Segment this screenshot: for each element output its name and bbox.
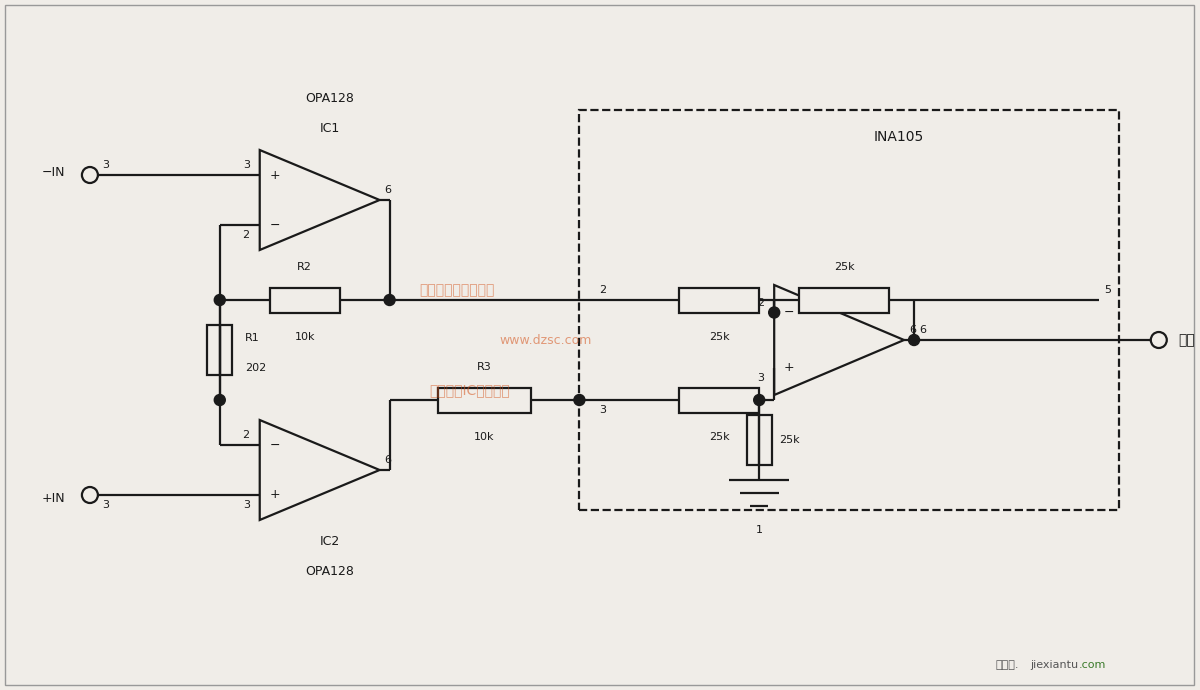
Text: 6: 6 — [919, 325, 926, 335]
Text: OPA128: OPA128 — [305, 92, 354, 105]
Text: 10k: 10k — [294, 332, 314, 342]
Text: 2: 2 — [599, 285, 606, 295]
Text: 3: 3 — [242, 160, 250, 170]
Bar — [679, 288, 760, 313]
Text: +: + — [784, 361, 794, 374]
Text: www.dzsc.com: www.dzsc.com — [499, 333, 592, 346]
Text: 3: 3 — [102, 160, 109, 170]
Text: 2: 2 — [242, 430, 250, 440]
Text: 202: 202 — [245, 363, 266, 373]
Text: OPA128: OPA128 — [305, 565, 354, 578]
Circle shape — [384, 295, 395, 306]
Text: .com: .com — [1079, 660, 1106, 670]
Bar — [746, 415, 772, 465]
Text: R2: R2 — [298, 262, 312, 272]
Text: +IN: +IN — [41, 491, 65, 504]
Text: R3: R3 — [478, 362, 492, 372]
Text: 25k: 25k — [834, 262, 854, 272]
Bar — [270, 288, 340, 313]
Circle shape — [908, 335, 919, 346]
Text: −: − — [784, 306, 794, 319]
Text: −: − — [270, 439, 280, 451]
Text: 3: 3 — [757, 373, 764, 382]
Bar — [580, 110, 1118, 510]
Circle shape — [769, 307, 780, 318]
Bar — [208, 325, 233, 375]
Text: 6: 6 — [910, 325, 916, 335]
Text: 杭州维库电子市场网: 杭州维库电子市场网 — [420, 283, 494, 297]
Text: jiexiantu: jiexiantu — [1031, 660, 1079, 670]
Text: 桔线图.: 桔线图. — [996, 660, 1019, 670]
Text: 2: 2 — [757, 297, 764, 308]
Circle shape — [754, 395, 764, 406]
Bar — [438, 388, 532, 413]
Text: IC1: IC1 — [319, 122, 340, 135]
Bar — [799, 288, 889, 313]
Text: 25k: 25k — [779, 435, 800, 445]
Text: 3: 3 — [599, 405, 606, 415]
Circle shape — [574, 395, 584, 406]
Text: 全球最大IC采购网站: 全球最大IC采购网站 — [430, 383, 510, 397]
Text: INA105: INA105 — [874, 130, 924, 144]
Text: 25k: 25k — [709, 332, 730, 342]
Circle shape — [215, 395, 226, 406]
Text: IC2: IC2 — [319, 535, 340, 548]
Text: 6: 6 — [384, 455, 391, 465]
Text: R1: R1 — [245, 333, 259, 343]
Text: 5: 5 — [1104, 285, 1111, 295]
Text: 3: 3 — [102, 500, 109, 510]
Text: 6: 6 — [384, 185, 391, 195]
Text: 10k: 10k — [474, 432, 494, 442]
Text: 2: 2 — [242, 230, 250, 240]
Bar — [679, 388, 760, 413]
Text: +: + — [270, 168, 280, 181]
Text: 3: 3 — [242, 500, 250, 510]
Text: −IN: −IN — [42, 166, 65, 179]
Text: 1: 1 — [756, 525, 763, 535]
Circle shape — [215, 295, 226, 306]
Text: −: − — [270, 219, 280, 232]
Text: +: + — [270, 489, 280, 502]
Text: 25k: 25k — [709, 432, 730, 442]
Text: 输出: 输出 — [1178, 333, 1195, 347]
